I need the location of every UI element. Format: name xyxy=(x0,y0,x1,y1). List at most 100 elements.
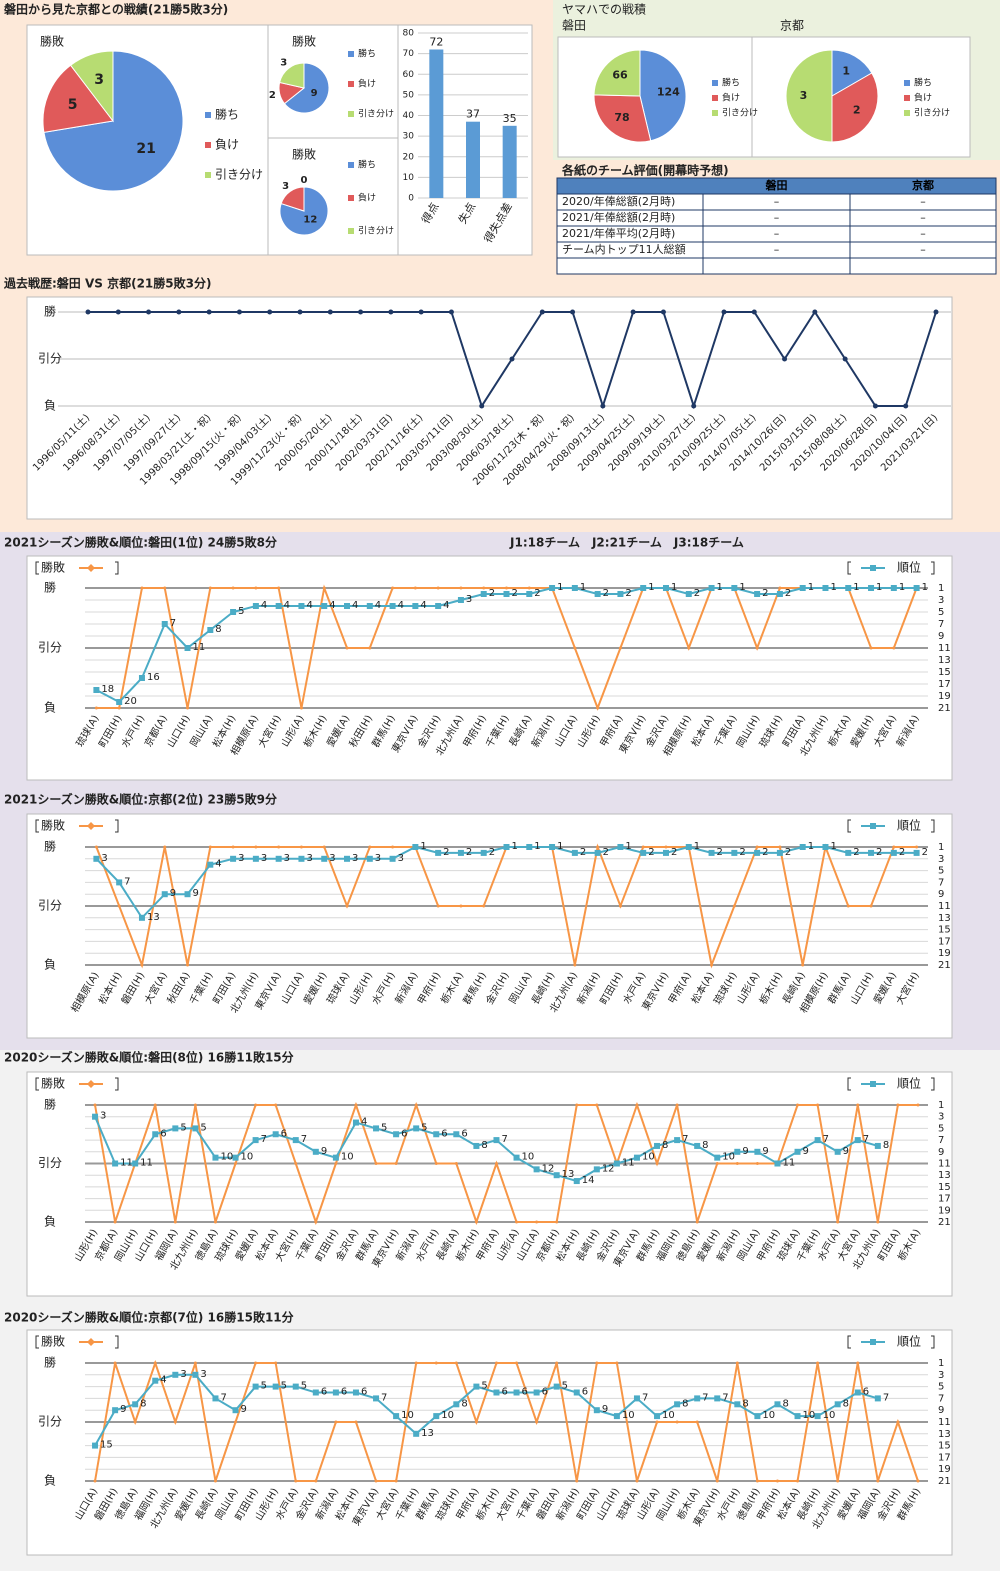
data-label: 3 xyxy=(284,853,290,864)
data-label: 5 xyxy=(381,1122,387,1133)
data-label: 3 xyxy=(352,853,358,864)
chart-title: 2021シーズン勝敗&順位:京都(2位) 23勝5敗9分 xyxy=(4,792,277,807)
marker xyxy=(436,904,440,908)
marker xyxy=(434,1162,438,1165)
y2-tick-label: 5 xyxy=(938,866,944,877)
marker xyxy=(132,1160,139,1167)
data-label: 4 xyxy=(398,600,404,611)
marker xyxy=(685,591,692,597)
marker xyxy=(163,586,167,590)
y2-tick-label: 15 xyxy=(938,1441,951,1452)
pie-slice xyxy=(831,49,873,97)
data-label: 12 xyxy=(542,1163,555,1174)
marker xyxy=(845,585,852,591)
marker xyxy=(327,309,333,315)
marker xyxy=(896,1420,900,1424)
marker xyxy=(459,904,463,908)
y2-tick-label: 17 xyxy=(938,936,951,947)
data-label: 3 xyxy=(101,853,107,864)
marker xyxy=(595,1103,599,1107)
marker xyxy=(292,1383,299,1390)
marker xyxy=(708,849,715,856)
y2-tick-label: 3 xyxy=(938,1370,944,1381)
marker xyxy=(389,603,396,609)
data-label: 6 xyxy=(863,1387,869,1398)
y2-tick-label: 9 xyxy=(938,1147,944,1158)
marker xyxy=(640,585,647,591)
bar-value-label: 37 xyxy=(466,108,480,121)
marker xyxy=(613,1160,620,1167)
pie-slice xyxy=(42,64,114,133)
data-label: 8 xyxy=(742,1398,748,1409)
data-label: 3 xyxy=(306,853,312,864)
table-cell-text: – xyxy=(920,195,926,208)
y2-tick-label: 19 xyxy=(938,1464,951,1475)
chart-title: 2020シーズン勝敗&順位:京都(7位) 16勝15敗11分 xyxy=(4,1310,294,1325)
data-label: 5 xyxy=(180,1122,186,1133)
y2-tick-label: 19 xyxy=(938,691,951,702)
data-label: 10 xyxy=(722,1152,735,1163)
table-cell xyxy=(702,257,851,275)
data-label: 7 xyxy=(863,1134,869,1145)
marker xyxy=(846,904,850,908)
legend-swatch xyxy=(904,110,910,116)
marker xyxy=(93,687,100,693)
y-tick-label: 負 xyxy=(44,399,56,413)
marker xyxy=(153,1361,157,1365)
marker xyxy=(184,645,191,651)
pie-value-label: 3 xyxy=(280,58,287,69)
legend-bracket xyxy=(931,1077,935,1091)
marker xyxy=(394,1162,398,1165)
legend-label: 負け xyxy=(914,92,932,104)
marker xyxy=(252,603,259,609)
data-label: 3 xyxy=(180,1369,186,1380)
data-label: 10 xyxy=(762,1410,775,1421)
marker xyxy=(515,1361,519,1365)
legend-bracket xyxy=(115,1077,119,1091)
marker xyxy=(358,309,364,315)
marker xyxy=(573,963,577,967)
chart-title: 2021シーズン勝敗&順位:磐田(1位) 24勝5敗8分 xyxy=(4,535,277,550)
data-label: 8 xyxy=(782,1398,788,1409)
marker xyxy=(368,845,372,849)
marker xyxy=(482,586,486,590)
marker xyxy=(822,844,829,850)
data-label: 2 xyxy=(717,847,723,858)
marker xyxy=(274,1361,278,1365)
data-label: 1 xyxy=(830,841,836,852)
section-title: 磐田から見た京都との戦績(21勝5敗3分) xyxy=(4,2,228,17)
marker xyxy=(298,855,305,862)
y2-tick-label: 13 xyxy=(938,913,951,924)
marker xyxy=(479,403,485,409)
marker xyxy=(344,603,351,609)
marker xyxy=(436,586,440,590)
data-label: 13 xyxy=(421,1428,434,1439)
marker xyxy=(573,646,577,650)
data-label: 1 xyxy=(580,582,586,593)
marker xyxy=(474,1220,478,1224)
data-label: 14 xyxy=(582,1175,595,1186)
data-label: 9 xyxy=(321,1146,327,1157)
y-tick-label: 引分 xyxy=(38,641,62,655)
pie-title: 勝敗 xyxy=(292,34,316,49)
data-label: 4 xyxy=(361,1117,367,1128)
pie-title: 磐田 xyxy=(562,19,586,33)
marker xyxy=(933,309,939,315)
y2-tick-label: 17 xyxy=(938,1452,951,1463)
marker xyxy=(92,1113,99,1120)
marker xyxy=(299,845,303,849)
y-tick-label: 10 xyxy=(403,173,415,183)
data-label: 8 xyxy=(140,1398,146,1409)
legend-label: 順位 xyxy=(897,560,921,575)
marker xyxy=(146,309,152,315)
legend-label: 勝ち xyxy=(215,107,239,122)
marker xyxy=(553,1172,560,1179)
marker xyxy=(374,1162,378,1165)
data-label: 1 xyxy=(625,841,631,852)
marker xyxy=(694,1142,701,1149)
legend-marker xyxy=(87,1080,95,1088)
marker xyxy=(352,1119,359,1126)
pie-value-label: 78 xyxy=(614,111,629,124)
data-label: 2 xyxy=(671,847,677,858)
